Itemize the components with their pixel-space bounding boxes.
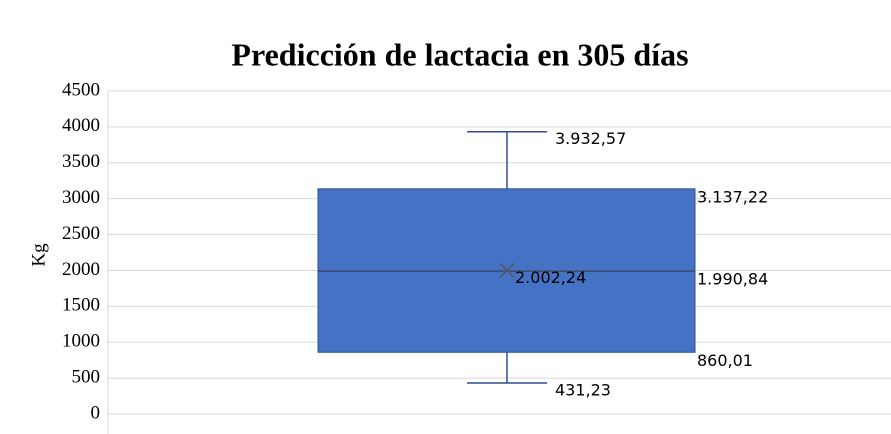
data-label: 1.990,84	[697, 270, 768, 289]
y-tick-label: 3500	[62, 151, 100, 172]
y-tick-label: 4500	[62, 79, 100, 100]
y-tick-label: 2000	[62, 259, 100, 280]
data-label: 3.137,22	[697, 187, 768, 206]
y-tick-label: 1000	[62, 331, 100, 352]
mean-marker	[499, 262, 515, 278]
y-tick-label: 3000	[62, 187, 100, 208]
chart-title: Predicción de lactacia en 305 días	[231, 36, 688, 72]
data-label: 3.932,57	[555, 129, 626, 148]
data-label: 860,01	[697, 351, 753, 370]
y-tick-label: 500	[72, 366, 101, 387]
y-axis-label: Kg	[28, 243, 49, 267]
y-tick-label: 1500	[62, 295, 100, 316]
y-tick-label: 4000	[62, 115, 100, 136]
y-tick-label: 2500	[62, 223, 100, 244]
data-label: 431,23	[555, 381, 611, 400]
data-label: 2.002,24	[515, 268, 586, 287]
y-tick-label: 0	[91, 402, 101, 423]
